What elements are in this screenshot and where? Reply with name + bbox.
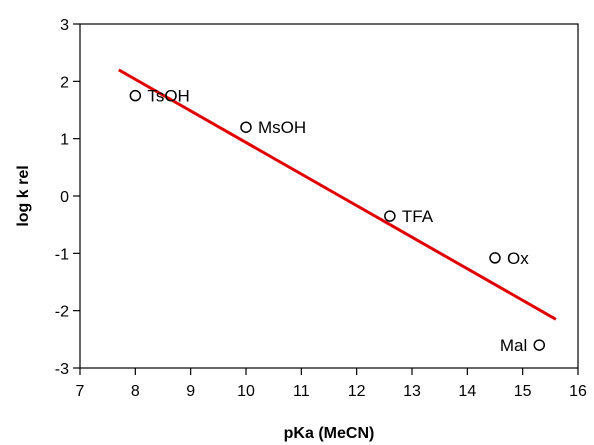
data-point-msoh: [241, 122, 251, 132]
x-tick-label: 8: [131, 383, 140, 400]
point-label-mal: Mal: [500, 336, 527, 355]
data-point-tfa: [385, 211, 395, 221]
y-tick-label: -2: [55, 304, 69, 321]
data-point-ox: [490, 253, 500, 263]
x-tick-label: 15: [514, 383, 532, 400]
y-axis-ticks: -3 -2 -1 0 1 2 3: [55, 17, 80, 378]
x-tick-label: 14: [458, 383, 476, 400]
point-label-tfa: TFA: [402, 207, 434, 226]
x-tick-label: 7: [76, 383, 85, 400]
fit-line: [119, 70, 556, 319]
x-tick-label: 12: [348, 383, 366, 400]
point-label-tsoh: TsOH: [147, 87, 190, 106]
plot-frame: [80, 24, 578, 368]
data-point-tsoh: [130, 91, 140, 101]
y-tick-label: 1: [60, 132, 69, 149]
y-tick-label: 2: [60, 74, 69, 91]
x-tick-label: 9: [186, 383, 195, 400]
x-axis-title: pKa (MeCN): [284, 425, 375, 442]
data-points: TsOH MsOH TFA Ox Mal: [130, 87, 544, 355]
y-tick-label: 3: [60, 17, 69, 34]
y-axis-title: log k rel: [15, 165, 32, 226]
y-tick-label: -1: [55, 246, 69, 263]
point-label-ox: Ox: [507, 249, 529, 268]
data-point-mal: [534, 340, 544, 350]
x-tick-label: 10: [237, 383, 255, 400]
y-tick-label: 0: [60, 189, 69, 206]
x-axis-ticks: 7 8 9 10 11 12 13 14 15 16: [76, 368, 587, 400]
x-tick-label: 16: [569, 383, 587, 400]
x-tick-label: 11: [293, 383, 310, 400]
point-label-msoh: MsOH: [258, 118, 306, 137]
x-tick-label: 13: [403, 383, 421, 400]
y-tick-label: -3: [55, 361, 69, 378]
